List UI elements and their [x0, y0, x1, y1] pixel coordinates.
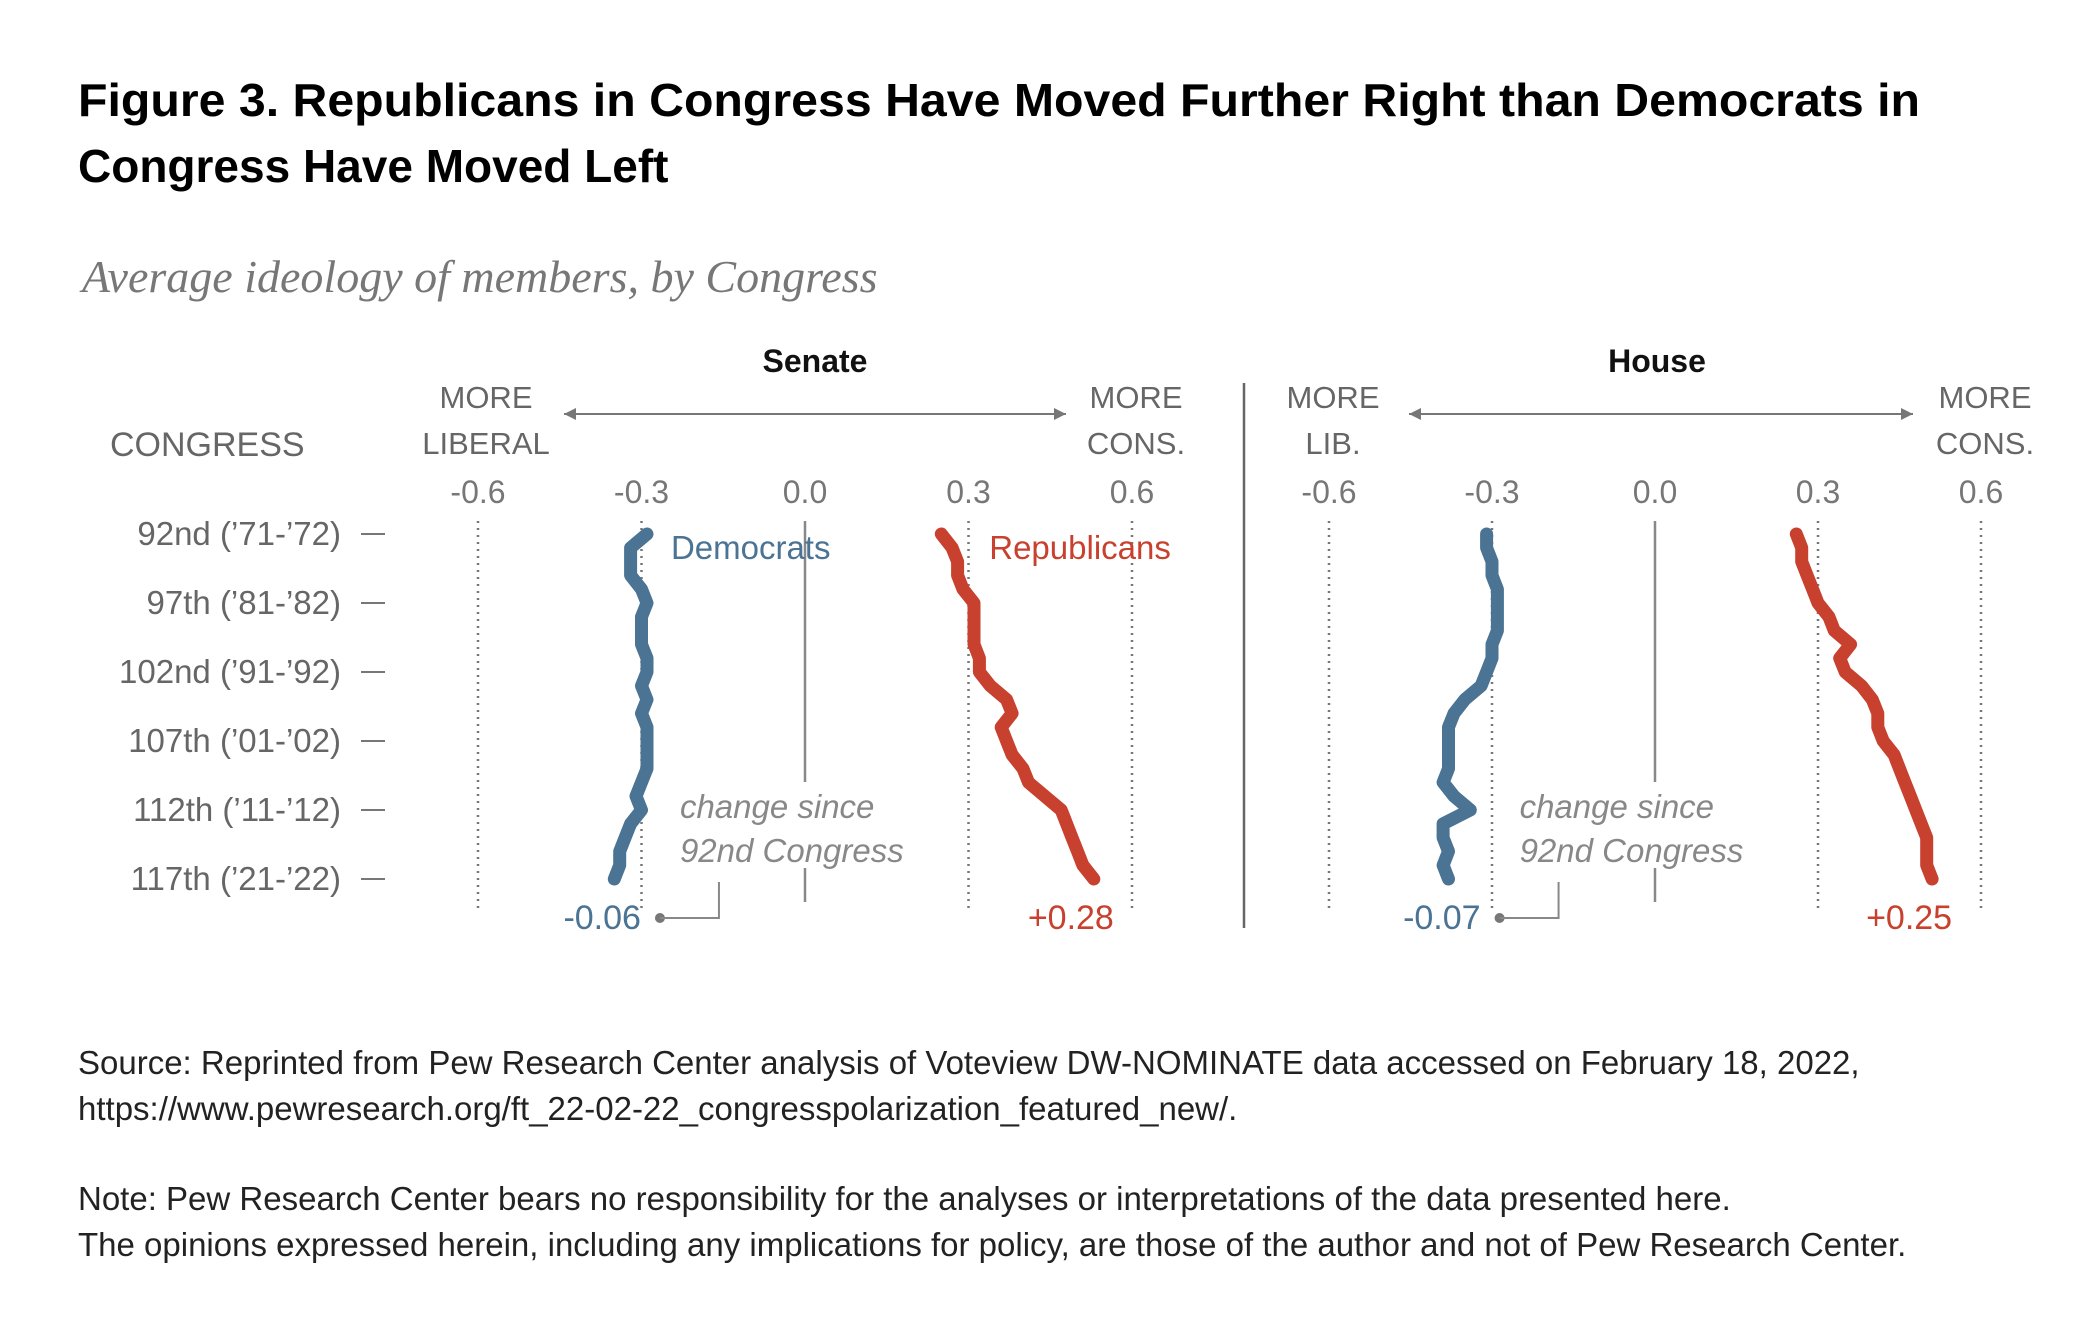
direction-label: CONS.	[1087, 426, 1185, 461]
ideology-line	[1789, 527, 1939, 886]
direction-label: MORE	[440, 380, 533, 415]
change-label: -0.06	[563, 899, 641, 937]
ideology-line	[607, 527, 654, 886]
y-tick-label: 112th (’11-’12)	[133, 791, 341, 828]
panel-title: House	[1608, 343, 1706, 379]
y-tick-label: 97th (’81-’82)	[147, 584, 341, 621]
x-tick-label: 0.0	[1633, 474, 1677, 510]
series-label: Democrats	[671, 529, 831, 566]
x-tick-label: 0.3	[1796, 474, 1840, 510]
direction-label: LIB.	[1305, 426, 1360, 461]
arrow-head	[1054, 408, 1066, 420]
x-tick-label: -0.6	[1301, 474, 1356, 510]
ideology-line	[1436, 527, 1504, 886]
direction-label: MORE	[1287, 380, 1380, 415]
direction-label: LIBERAL	[422, 426, 550, 461]
series-label: Republicans	[989, 529, 1171, 566]
x-tick-label: 0.3	[946, 474, 990, 510]
subtitle: Average ideology of members, by Congress	[79, 251, 877, 302]
change-label: +0.28	[1028, 899, 1114, 937]
figure-title: Figure 3. Republicans in Congress Have M…	[78, 74, 1920, 126]
arrow-head	[1409, 408, 1421, 420]
direction-label: MORE	[1939, 380, 2032, 415]
y-tick-label: 92nd (’71-’72)	[137, 515, 341, 552]
y-tick-label: 117th (’21-’22)	[131, 860, 341, 897]
x-tick-label: -0.3	[1464, 474, 1519, 510]
connector	[659, 882, 720, 919]
arrow-head	[564, 408, 576, 420]
panel-title: Senate	[763, 343, 868, 379]
direction-label: CONS.	[1936, 426, 2034, 461]
annotation: change since	[1520, 788, 1714, 825]
y-tick-label: 102nd (’91-’92)	[119, 653, 341, 690]
annotation: change since	[680, 788, 874, 825]
x-tick-label: 0.6	[1959, 474, 2003, 510]
source: https://www.pewresearch.org/ft_22-02-22_…	[78, 1090, 1237, 1127]
change-label: +0.25	[1866, 899, 1952, 937]
x-tick-label: -0.3	[614, 474, 669, 510]
y-axis-label: CONGRESS	[110, 426, 305, 464]
direction-label: MORE	[1090, 380, 1183, 415]
connector	[1499, 882, 1560, 919]
note: Note: Pew Research Center bears no respo…	[78, 1180, 1731, 1217]
annotation: 92nd Congress	[680, 832, 904, 869]
source: Source: Reprinted from Pew Research Cent…	[78, 1044, 1860, 1081]
x-tick-label: -0.6	[450, 474, 505, 510]
y-tick-label: 107th (’01-’02)	[128, 722, 341, 759]
ideology-line	[934, 527, 1101, 886]
x-tick-label: 0.0	[783, 474, 827, 510]
figure-title: Congress Have Moved Left	[78, 140, 668, 192]
note: The opinions expressed herein, including…	[78, 1226, 1906, 1263]
change-label: -0.07	[1403, 899, 1481, 937]
arrow-head	[1901, 408, 1913, 420]
annotation: 92nd Congress	[1520, 832, 1744, 869]
x-tick-label: 0.6	[1110, 474, 1154, 510]
